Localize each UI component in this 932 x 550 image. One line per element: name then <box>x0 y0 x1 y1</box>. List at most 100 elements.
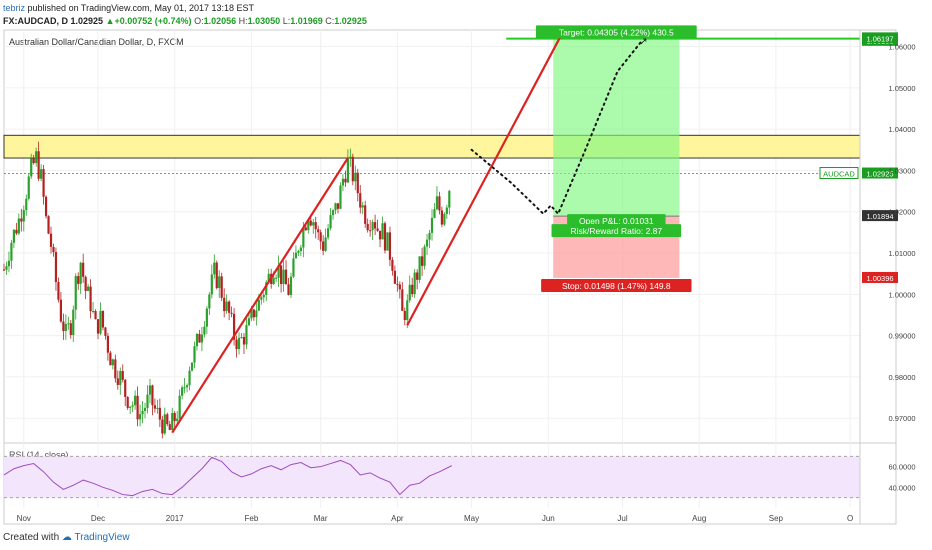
rsi-line <box>3 456 453 497</box>
axis-price-label-box <box>862 271 898 283</box>
candle-body <box>260 297 263 300</box>
low-label: L: <box>282 16 291 26</box>
candle-body <box>287 284 290 295</box>
candle-body <box>411 284 414 295</box>
candle-body <box>262 294 265 298</box>
projection-arrow-icon: ↗ <box>639 36 647 47</box>
trend-line <box>406 35 562 326</box>
candle-body <box>25 198 28 211</box>
candle-body <box>289 276 293 295</box>
close-value: 1.02925 <box>334 16 367 26</box>
axis-price-label-box <box>862 210 898 222</box>
candle-body <box>230 312 233 314</box>
publisher-user-link[interactable]: tebriz <box>3 3 26 13</box>
candle-body <box>416 272 419 280</box>
candle-body <box>91 310 95 312</box>
publisher-line: tebriz published on TradingView.com, May… <box>3 3 254 13</box>
candle-body <box>279 265 283 284</box>
x-tick-label: Nov <box>17 514 31 523</box>
candle-body <box>309 220 312 226</box>
candle-body <box>386 232 389 251</box>
candle-body <box>423 246 426 266</box>
candle-body <box>307 220 310 231</box>
y-tick-label: 1.06000 <box>888 43 915 52</box>
price-change: +0.00752 (+0.74%) <box>114 16 192 26</box>
candle-body <box>203 326 206 335</box>
candle-body <box>72 309 75 336</box>
position-profit-zone <box>553 38 680 217</box>
candle-body <box>87 286 90 291</box>
x-tick-label: Aug <box>692 514 706 523</box>
candle-body <box>124 379 127 397</box>
candle-body <box>401 289 404 311</box>
candle-body <box>225 301 228 312</box>
candle-body <box>151 385 154 406</box>
axis-price-label-box <box>862 167 898 179</box>
candle-body <box>30 158 33 177</box>
candle-body <box>364 205 367 224</box>
candle-body <box>188 370 191 386</box>
candle-body <box>47 216 50 234</box>
candle-body <box>27 176 30 199</box>
x-tick-label: Dec <box>91 514 105 523</box>
candle-body <box>388 232 392 260</box>
x-tick-label: May <box>464 514 479 523</box>
candle-body <box>319 232 322 242</box>
candle-body <box>421 256 424 266</box>
candle-body <box>250 309 253 319</box>
candle-body <box>383 223 387 251</box>
candle-body <box>57 282 60 300</box>
x-tick-label: 2017 <box>166 514 184 523</box>
candle-body <box>265 282 268 295</box>
candle-body <box>240 337 243 339</box>
candle-body <box>44 196 48 217</box>
candle-body <box>161 419 164 434</box>
candle-body <box>22 210 25 222</box>
symbol-price-label: AUDCAD <box>823 170 855 179</box>
candle-body <box>59 299 63 322</box>
rsi-band <box>4 456 860 498</box>
candle-body <box>376 228 379 231</box>
candle-body <box>341 178 345 186</box>
trend-line <box>171 157 349 434</box>
candle-body <box>349 156 352 158</box>
candle-body <box>299 247 302 252</box>
candle-body <box>116 378 119 385</box>
candle-body <box>366 223 369 231</box>
axis-price-label: 1.01894 <box>866 212 893 221</box>
candle-body <box>448 190 451 208</box>
candle-body <box>406 300 409 321</box>
y-tick-label: 1.04000 <box>888 125 915 134</box>
y-tick-label: 0.97000 <box>888 414 915 423</box>
candle-body <box>267 273 270 283</box>
footer: Created with ☁ TradingView <box>3 532 130 543</box>
y-tick-label: 1.02000 <box>888 208 915 217</box>
x-tick-label: Jun <box>542 514 555 523</box>
candle-body <box>32 158 35 164</box>
candle-body <box>141 410 144 415</box>
candle-body <box>131 405 134 407</box>
candle-body <box>190 362 194 371</box>
candle-body <box>339 185 342 209</box>
x-tick-label: O <box>847 514 853 523</box>
candle-body <box>391 259 394 271</box>
rr-label: Risk/Reward Ratio: 2.87 <box>570 226 662 236</box>
candle-body <box>77 276 80 284</box>
candle-body <box>220 276 223 298</box>
candle-body <box>346 157 349 183</box>
candle-body <box>443 213 446 225</box>
candle-body <box>37 151 40 179</box>
candle-body <box>255 310 258 318</box>
candle-body <box>67 323 70 325</box>
projection-path <box>470 39 644 216</box>
candle-body <box>354 172 357 182</box>
candle-body <box>94 310 97 320</box>
candle-body <box>356 172 359 194</box>
candle-body <box>171 413 174 430</box>
candle-body <box>272 277 275 284</box>
candle-body <box>215 262 218 289</box>
candle-body <box>163 414 166 434</box>
candle-body <box>200 334 204 343</box>
footer-brand-link[interactable]: TradingView <box>74 532 130 543</box>
